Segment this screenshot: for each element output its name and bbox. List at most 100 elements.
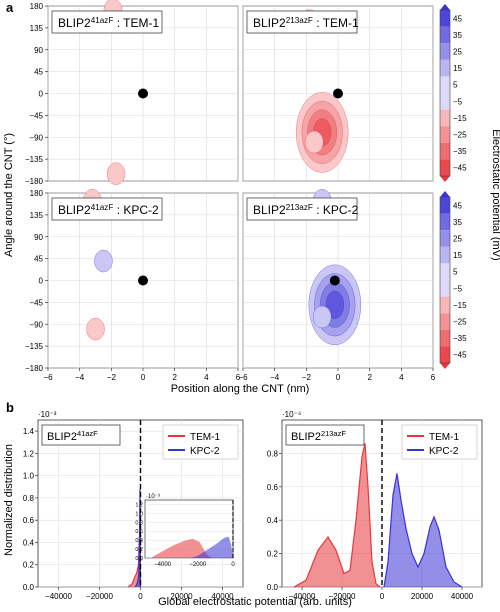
panel-a-letter: a xyxy=(6,0,14,15)
contour-region xyxy=(94,249,113,273)
inset-x-tick-label: −4000 xyxy=(154,562,172,568)
x-tick-label: 4 xyxy=(399,373,404,382)
colorbar-segment xyxy=(440,142,450,160)
colorbar-tick-label: −5 xyxy=(453,284,463,293)
legend-label: KPC-2 xyxy=(429,446,459,457)
colorbar-segment xyxy=(440,93,450,110)
x-tick-label: 0 xyxy=(141,373,146,382)
inset-x-tick-label: 0 xyxy=(231,562,235,568)
colorbar-segment xyxy=(440,43,450,60)
panel-title-text: BLIP241azF : TEM-1 xyxy=(58,16,159,30)
inset-scale-label: ·10⁻³ xyxy=(146,494,160,500)
series-area-tem-1 xyxy=(294,443,380,587)
colorbar-segment xyxy=(440,59,450,77)
colorbar-segment xyxy=(440,346,450,363)
x-tick-label: 0 xyxy=(336,373,341,382)
colorbar-arrow-bottom xyxy=(440,363,450,369)
panel-title-box xyxy=(246,197,358,221)
colorbar-segment xyxy=(440,197,450,214)
x-tick-label: −20000 xyxy=(86,592,113,601)
colorbar: 45 35 25 15 5 −5 −15 −25 −35 −45 xyxy=(439,191,467,369)
colorbar-segment xyxy=(440,329,450,347)
colorbar-segment xyxy=(440,76,450,93)
panel-title-text: BLIP2213azF : TEM-1 xyxy=(253,16,359,30)
x-tick-label: 20000 xyxy=(411,592,434,601)
colorbar-segment xyxy=(440,10,450,27)
legend-label: TEM-1 xyxy=(429,432,459,443)
panel-title-text: BLIP241azF xyxy=(47,429,98,443)
y-tick-label: 45 xyxy=(34,255,43,264)
colorbar-segment xyxy=(440,213,450,231)
distribution-panel: −40000 −20000 0 20000 40000 0.0 0.2 0.4 0.6 0.8 ·1… xyxy=(267,410,483,601)
y-tick-label: 0.6 xyxy=(23,516,35,525)
y-tick-label: 0.4 xyxy=(23,538,35,547)
distribution-panels: −40000 −20000 0 20000 400000.00.20.40.60.81.… xyxy=(23,410,483,601)
colorbar-tick-label: 45 xyxy=(453,201,462,210)
y-tick-label: −90 xyxy=(29,320,43,329)
panel-title-box xyxy=(51,197,163,221)
inset-y-tick-label: 1.2 xyxy=(135,502,143,508)
colorbar-frame xyxy=(439,9,451,177)
y-tick-label: −135 xyxy=(25,155,44,164)
panel-title-text: BLIP2213azF : KPC-2 xyxy=(253,203,359,217)
series-line-kpc-2 xyxy=(134,488,142,588)
x-tick-label: 2 xyxy=(172,373,177,382)
x-tick-label: 6 xyxy=(236,373,241,382)
y-tick-label: 0.2 xyxy=(267,550,279,559)
inset-y-tick-label: 0.4 xyxy=(135,538,143,544)
colorbar-tick-label: 5 xyxy=(453,81,458,90)
colorbar-segment xyxy=(440,313,450,330)
series-area-kpc-2 xyxy=(384,473,462,587)
heatmap-panel: BLIP2213azF : TEM-1 xyxy=(242,5,434,182)
series-line-tem-1 xyxy=(293,443,381,588)
cnt-center-marker xyxy=(329,275,340,286)
x-tick-label: −20000 xyxy=(329,592,356,601)
panel-a-ylabel: Angle around the CNT (°) xyxy=(3,133,15,257)
legend-label: TEM-1 xyxy=(190,432,220,443)
y-tick-label: 0.0 xyxy=(267,583,279,592)
inset-area-tem-1 xyxy=(152,538,212,558)
panel-title: BLIP241azF : TEM-1 xyxy=(51,10,163,34)
y-tick-label: 0 xyxy=(39,277,44,286)
series-area-tem-1 xyxy=(128,536,141,587)
y-tick-label: 180 xyxy=(30,189,44,198)
colorbar-frame xyxy=(439,196,451,364)
colorbar-segment xyxy=(440,109,450,127)
colorbar-tick-label: −45 xyxy=(453,164,467,173)
colorbar-tick-label: 35 xyxy=(453,31,462,40)
x-tick-label: −6 xyxy=(238,373,248,382)
y-tick-label: 0 xyxy=(39,90,44,99)
cnt-center-marker xyxy=(333,88,343,99)
inset-y-tick-label: 0.0 xyxy=(135,556,143,562)
y-tick-label: 0.2 xyxy=(23,561,35,570)
y-tick-label: −180 xyxy=(25,364,44,373)
y-tick-label: 90 xyxy=(34,46,43,55)
colorbar-segment xyxy=(440,26,450,44)
colorbar-arrow-top xyxy=(440,191,450,197)
colorbar-tick-label: −25 xyxy=(453,318,467,327)
contour-region xyxy=(86,317,105,341)
legend-label: KPC-2 xyxy=(190,446,220,457)
panel-title: BLIP2213azF : TEM-1 xyxy=(246,10,359,34)
colorbar-tick-label: −35 xyxy=(453,334,467,343)
x-tick-label: −40000 xyxy=(45,592,72,601)
y-tick-label: 1.0 xyxy=(23,472,35,481)
x-tick-label: −2 xyxy=(107,373,117,382)
contour-region xyxy=(106,162,126,185)
panel-title: BLIP241azF xyxy=(41,424,121,446)
x-tick-label: −40000 xyxy=(289,592,316,601)
legend: TEM-1 KPC-2 xyxy=(162,424,239,460)
colorbar-tick-label: 15 xyxy=(453,251,462,260)
x-tick-label: −4 xyxy=(75,373,85,382)
x-tick-label: 6 xyxy=(431,373,436,382)
distribution-panel: −40000 −20000 0 20000 400000.00.20.40.60.81.… xyxy=(23,410,244,601)
panel-b-xlabel: Global electrostatic potential (arb. uni… xyxy=(158,596,352,608)
y-tick-label: 45 xyxy=(34,68,43,77)
series-line-kpc-2 xyxy=(383,473,463,588)
x-tick-label: −4 xyxy=(270,373,280,382)
heatmap-panels: BLIP241azF : TEM-1 180 135 90 45 0 −45 −90 −135 −… xyxy=(25,0,436,382)
x-tick-label: 0 xyxy=(380,592,385,601)
colorbar-tick-label: −15 xyxy=(453,301,467,310)
heatmap-panel: BLIP241azF : KPC-2 180 135 90 45 0 −45 −90 −135 −… xyxy=(25,189,241,382)
